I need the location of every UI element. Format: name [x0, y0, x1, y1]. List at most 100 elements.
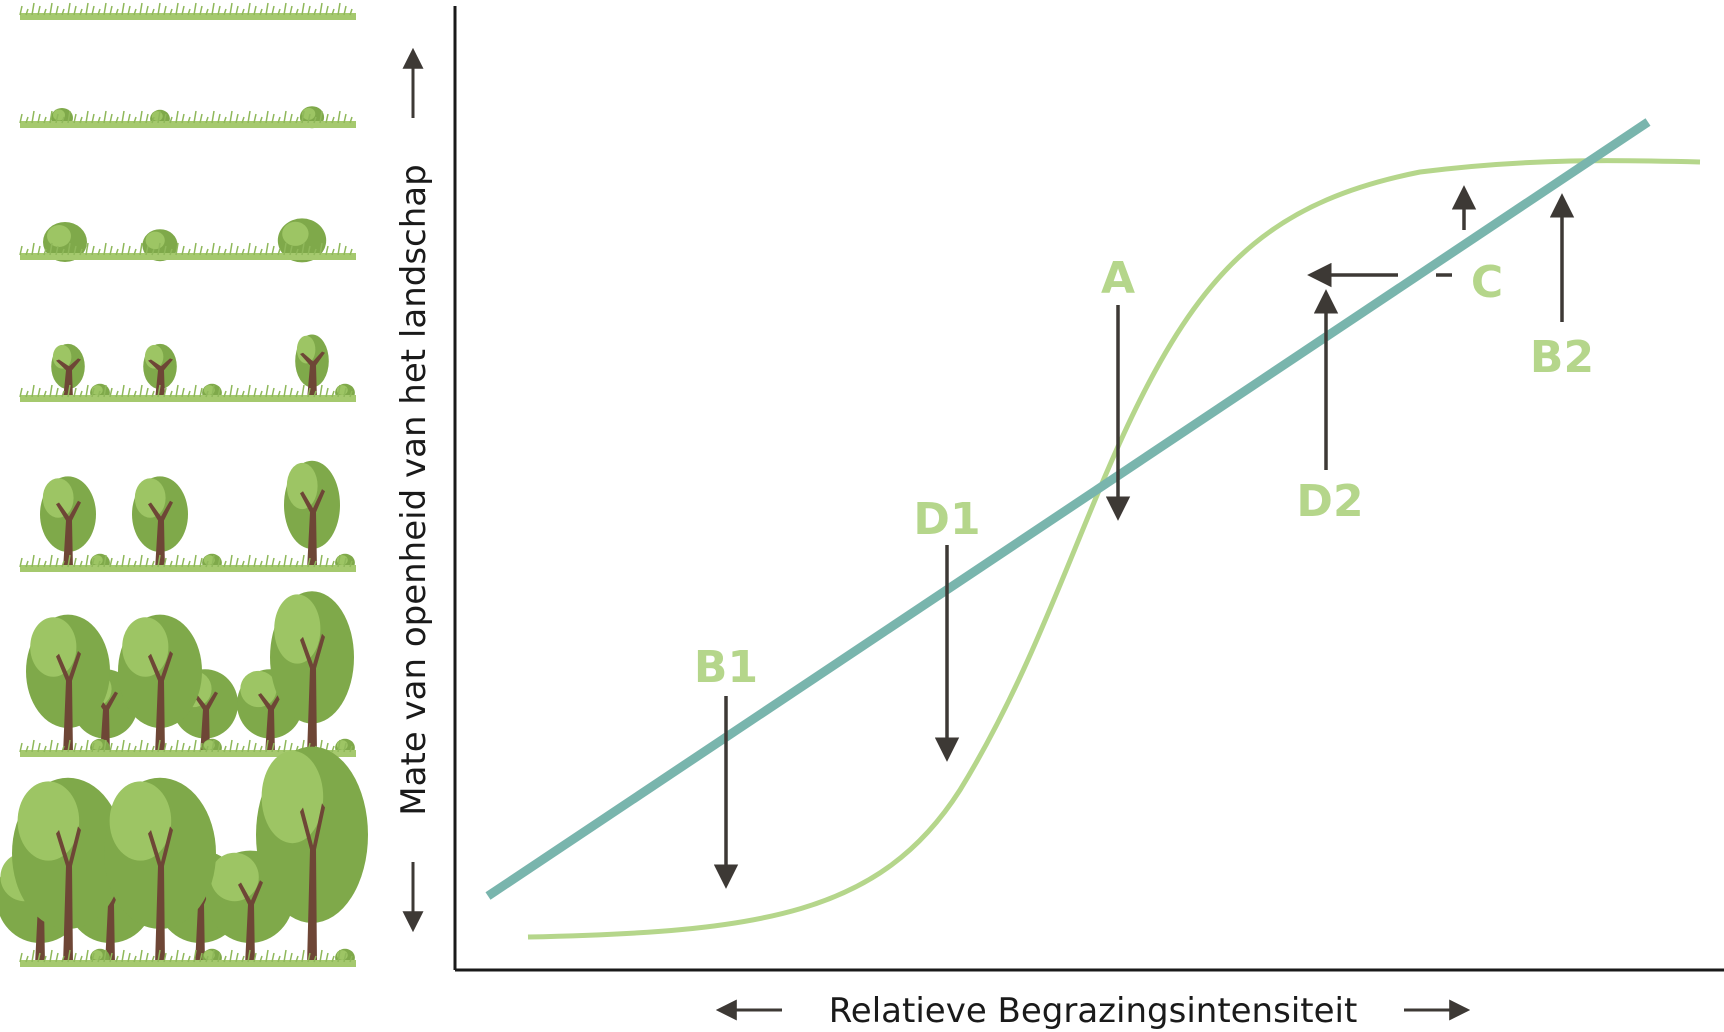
grass-blade: [133, 8, 137, 16]
grass-blade: [37, 5, 41, 16]
grass-blade: [163, 952, 167, 963]
grass-blade: [301, 949, 305, 963]
grass-blade: [295, 955, 299, 963]
tree-crown-highlight: [109, 781, 172, 861]
grass-blade: [223, 390, 227, 398]
grass-blade: [313, 8, 317, 16]
tree-crown-highlight: [210, 852, 259, 902]
tree-crown-highlight: [240, 670, 277, 708]
grass-blade: [199, 113, 203, 124]
grass-blade: [43, 955, 47, 963]
grass-blade: [25, 390, 29, 398]
grass-blade: [37, 742, 41, 753]
grass-blade: [259, 116, 263, 124]
grass-blade: [307, 113, 311, 124]
grass-blade: [271, 742, 275, 753]
vegetation-panels: [0, 2, 368, 967]
grass-blade: [205, 745, 209, 753]
label-D2: D2: [1296, 476, 1363, 527]
grass-blade: [235, 245, 239, 256]
grass-blade: [241, 390, 245, 398]
grass-blade: [205, 248, 209, 256]
grass-blade: [67, 110, 71, 124]
tree-trunk: [148, 651, 173, 755]
grass-blade: [277, 8, 281, 16]
grass-blade: [199, 557, 203, 568]
grass-blade: [271, 5, 275, 16]
grass-blade: [109, 5, 113, 16]
panel-shrubs: [19, 218, 356, 263]
grass-blade: [229, 384, 233, 398]
grass-blade: [307, 952, 311, 963]
grass-blade: [67, 554, 71, 568]
grass-blade: [349, 248, 353, 256]
tree-trunk: [193, 691, 218, 755]
grass-blade: [259, 8, 263, 16]
bush-highlight: [47, 225, 71, 247]
grass-blade: [61, 745, 65, 753]
tree-trunk: [56, 826, 81, 965]
grass-blade: [61, 560, 65, 568]
grass-blade: [61, 116, 65, 124]
grass-blade: [193, 949, 197, 963]
grass-blade: [247, 949, 251, 963]
grass-blade: [265, 554, 269, 568]
grass-blade: [19, 5, 23, 16]
grass-blade: [247, 739, 251, 753]
grass-blade: [151, 390, 155, 398]
grass-blade: [199, 5, 203, 16]
grass-blade: [319, 949, 323, 963]
grass-blade: [73, 557, 77, 568]
grass-blade: [121, 2, 125, 16]
tree-crown-highlight: [122, 617, 169, 677]
grass-blade: [175, 949, 179, 963]
grass-blade: [349, 8, 353, 16]
grass-blade: [79, 248, 83, 256]
grass-blade: [331, 560, 335, 568]
grass-blade: [73, 952, 77, 963]
grass-blade: [31, 739, 35, 753]
grass-blade: [193, 384, 197, 398]
grass-blade: [307, 245, 311, 256]
grass-blade: [31, 554, 35, 568]
grass-blade: [97, 390, 101, 398]
grass-blade: [277, 116, 281, 124]
tree-crown-highlight: [286, 462, 318, 510]
grass-blade: [247, 2, 251, 16]
grass-blade: [331, 116, 335, 124]
grass-blade: [61, 955, 65, 963]
tree-trunk: [300, 803, 325, 965]
grass-blade: [49, 2, 53, 16]
grass-blade: [283, 739, 287, 753]
grass-blade: [205, 116, 209, 124]
grass-blade: [49, 110, 53, 124]
grass-blade: [241, 248, 245, 256]
grass-strip: [20, 121, 356, 128]
grass-blade: [139, 2, 143, 16]
grass-blade: [79, 390, 83, 398]
grass-blade: [115, 116, 119, 124]
grass-blade: [343, 5, 347, 16]
grass-blade: [97, 955, 101, 963]
grass-blade: [37, 557, 41, 568]
tree-trunk: [98, 880, 123, 965]
grass-blade: [325, 557, 329, 568]
grass-blade: [181, 557, 185, 568]
label-B1: B1: [694, 642, 758, 693]
grass-blade: [289, 5, 293, 16]
grass-blade: [289, 952, 293, 963]
grass-blade: [349, 116, 353, 124]
grass-blade: [121, 554, 125, 568]
grass-blade: [349, 390, 353, 398]
grass-blade: [313, 248, 317, 256]
grass-blade: [127, 387, 131, 398]
grass-blade: [175, 554, 179, 568]
panel-young-trees: [19, 334, 356, 402]
grass-blade: [283, 554, 287, 568]
grass-blade: [91, 952, 95, 963]
grass-blade: [79, 955, 83, 963]
linear-line: [485, 118, 1651, 900]
grass-blade: [91, 113, 95, 124]
grass-blade: [115, 955, 119, 963]
grass-blade: [211, 554, 215, 568]
